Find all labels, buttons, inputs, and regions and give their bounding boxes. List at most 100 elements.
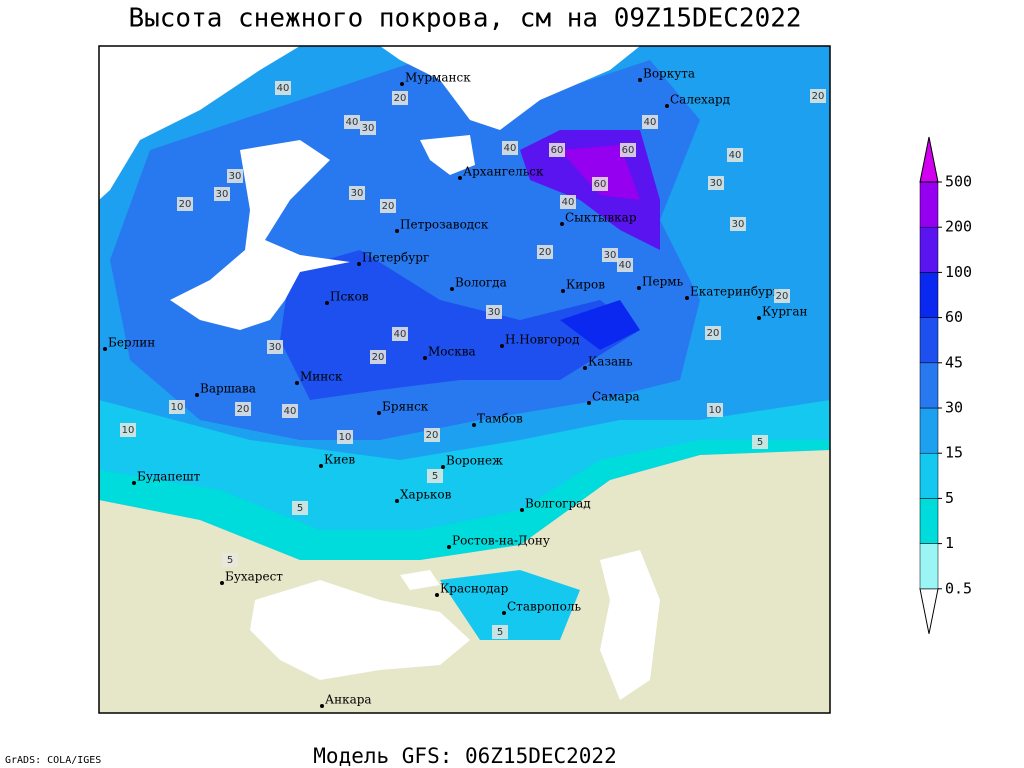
- contour-label: 30: [269, 342, 282, 353]
- contour-label-bg: [537, 245, 553, 259]
- contour-label: 20: [237, 404, 250, 415]
- snow-region: [99, 440, 830, 560]
- contour-label: 10: [171, 402, 184, 413]
- city-dot: [319, 464, 323, 468]
- city-label: Воркута: [643, 67, 695, 81]
- snow-region: [560, 145, 640, 200]
- city-label: Мурманск: [405, 71, 471, 85]
- contour-label-bg: [752, 435, 768, 449]
- city-dot: [472, 423, 476, 427]
- legend-box: [919, 317, 939, 364]
- city-label: Петрозаводск: [400, 218, 489, 232]
- city-dot: [325, 301, 329, 305]
- contour-label: 5: [497, 627, 503, 638]
- city-dot: [357, 262, 361, 266]
- city-label: Киров: [566, 278, 605, 292]
- contour-label-bg: [424, 428, 440, 442]
- city-dot: [561, 289, 565, 293]
- contour-label-bg: [282, 404, 298, 418]
- city-label: Варшава: [200, 382, 256, 396]
- contour-label-bg: [810, 89, 826, 103]
- contour-label-bg: [392, 91, 408, 105]
- legend-label: 60: [945, 308, 963, 326]
- contour-label: 40: [277, 83, 290, 94]
- contour-label: 20: [394, 93, 407, 104]
- city-label: Екатеринбург: [690, 285, 779, 299]
- contour-label-bg: [707, 403, 723, 417]
- contour-label: 40: [562, 197, 575, 208]
- sea: [250, 580, 470, 680]
- city-label: Киев: [324, 453, 355, 467]
- contour-label: 30: [488, 307, 501, 318]
- contour-label: 5: [227, 555, 233, 566]
- contour-label-bg: [349, 186, 365, 200]
- contour-label-bg: [292, 501, 308, 515]
- city-label: Будапешт: [137, 470, 201, 484]
- contour-label-bg: [617, 258, 633, 272]
- legend-label: 5: [945, 489, 954, 507]
- city-label: Ставрополь: [507, 600, 581, 614]
- city-label: Брянск: [382, 400, 429, 414]
- city-dot: [757, 316, 761, 320]
- contour-label: 60: [594, 179, 607, 190]
- contour-label: 30: [229, 171, 242, 182]
- contour-label: 5: [432, 471, 438, 482]
- city-dot: [103, 347, 107, 351]
- contour-label: 60: [551, 145, 564, 156]
- legend-label: 30: [945, 399, 963, 417]
- city-label: Псков: [330, 290, 369, 304]
- contour-label: 10: [122, 425, 135, 436]
- city-label: Архангельск: [463, 165, 544, 179]
- contour-label-bg: [705, 326, 721, 340]
- contour-label: 60: [622, 145, 635, 156]
- contour-label-bg: [120, 423, 136, 437]
- city-label: Н.Новгород: [505, 333, 580, 347]
- legend-label: 500: [945, 173, 972, 191]
- city-dot: [583, 366, 587, 370]
- legend-bottom-triangle: [919, 588, 939, 634]
- contour-label: 40: [394, 329, 407, 340]
- city-dot: [502, 611, 506, 615]
- legend-box: [919, 498, 939, 544]
- sea: [420, 135, 475, 175]
- city-label: Харьков: [400, 488, 452, 502]
- city-label: Казань: [588, 355, 633, 369]
- contour-label: 30: [732, 219, 745, 230]
- city-label: Москва: [428, 345, 476, 359]
- city-label: Берлин: [108, 336, 155, 350]
- contour-label: 5: [757, 437, 763, 448]
- city-label: Сыктывкар: [565, 211, 637, 225]
- contour-label-bg: [344, 115, 360, 129]
- city-dot: [458, 176, 462, 180]
- contour-label: 10: [709, 405, 722, 416]
- contour-label: 10: [339, 432, 352, 443]
- legend-label: 200: [945, 218, 972, 236]
- sea: [380, 46, 640, 130]
- city-label: Тамбов: [477, 412, 523, 426]
- city-dot: [685, 296, 689, 300]
- contour-label-bg: [642, 115, 658, 129]
- contour-label: 40: [729, 150, 742, 161]
- city-dot: [395, 229, 399, 233]
- legend-box: [919, 181, 939, 228]
- city-dot: [450, 287, 454, 291]
- contour-label-bg: [267, 340, 283, 354]
- city-label: Пермь: [642, 275, 684, 289]
- contour-label: 20: [539, 247, 552, 258]
- sea: [400, 570, 440, 590]
- contour-label-bg: [392, 327, 408, 341]
- contour-label: 30: [216, 189, 229, 200]
- contour-label-bg: [337, 430, 353, 444]
- legend-box: [919, 543, 939, 590]
- contour-label: 40: [619, 260, 632, 271]
- city-dot: [435, 593, 439, 597]
- city-dot: [500, 344, 504, 348]
- contour-label-bg: [549, 143, 565, 157]
- city-dot: [587, 401, 591, 405]
- contour-label-bg: [222, 553, 238, 567]
- labels: Мурманск Воркута Салехард Архангельск Сыктыв…: [103, 67, 826, 708]
- contour-label-bg: [708, 176, 724, 190]
- legend-label: 45: [945, 353, 963, 371]
- snow-region: [99, 400, 830, 545]
- city-dot: [638, 78, 642, 82]
